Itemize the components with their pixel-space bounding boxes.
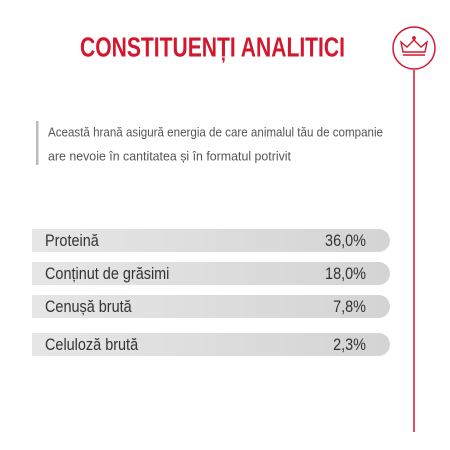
- logo: [392, 26, 436, 70]
- row-label: Celuloză brută: [45, 336, 138, 354]
- row-bg: [32, 229, 390, 252]
- title: CONSTITUENȚI ANALITICI: [80, 31, 345, 62]
- desc-bar: [36, 121, 39, 165]
- row-bg: [32, 295, 390, 318]
- row-label: Conținut de grăsimi: [45, 265, 169, 283]
- row-value: 36,0%: [325, 232, 366, 250]
- row-label: Cenușă brută: [45, 298, 132, 316]
- row-value: 7,8%: [333, 298, 366, 316]
- desc-line: Această hrană asigură energia de care an…: [48, 124, 383, 139]
- row-bg: [32, 262, 390, 285]
- row-value: 2,3%: [333, 336, 366, 354]
- table: Proteină 36,0% Conținut de grăsimi 18,0% Cen…: [32, 229, 390, 356]
- row-bg: [32, 333, 390, 356]
- crown-icon: [399, 36, 429, 56]
- row-value: 18,0%: [325, 265, 366, 283]
- desc-line: are nevoie în cantitatea și în formatul …: [48, 148, 291, 163]
- row-label: Proteină: [45, 232, 99, 250]
